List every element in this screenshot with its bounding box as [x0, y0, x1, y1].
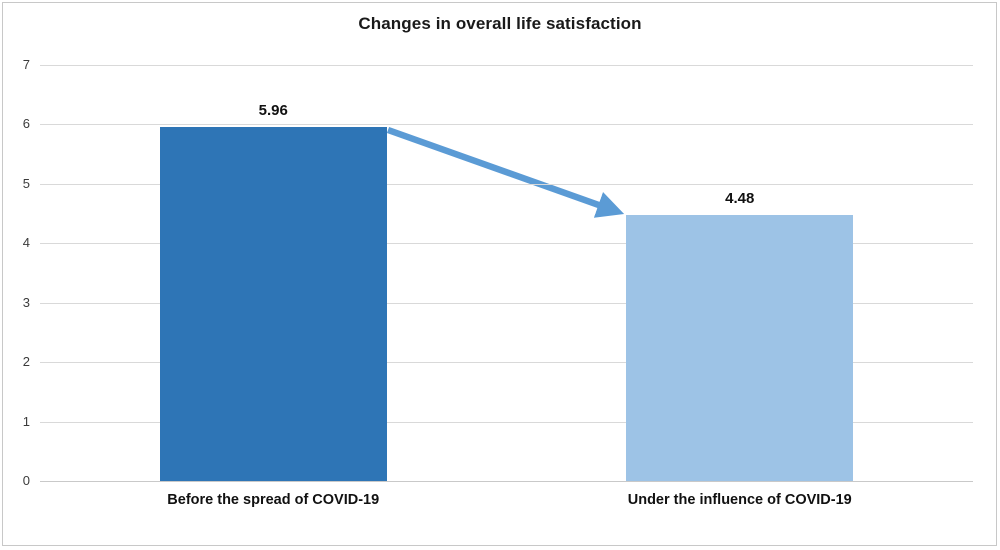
bar-value-label: 4.48: [725, 190, 755, 207]
chart-title: Changes in overall life satisfaction: [358, 14, 642, 33]
x-axis-line: [40, 481, 973, 482]
bar-value-label: 5.96: [258, 102, 288, 119]
gridline: [40, 362, 973, 363]
gridline: [40, 303, 973, 304]
bar: [160, 127, 387, 481]
y-axis-tick-label: 3: [22, 295, 30, 310]
y-axis-tick-label: 7: [22, 57, 30, 72]
gridline: [40, 124, 973, 125]
gridline: [40, 422, 973, 423]
y-axis-tick-label: 2: [22, 354, 30, 369]
bar: [626, 215, 853, 481]
y-axis-tick-label: 1: [22, 414, 30, 429]
gridline: [40, 184, 973, 185]
gridline: [40, 243, 973, 244]
x-axis-category-label: Under the influence of COVID-19: [627, 492, 852, 508]
y-axis-tick-label: 0: [22, 473, 30, 488]
x-axis-category-label: Before the spread of COVID-19: [167, 492, 380, 508]
y-axis-tick-label: 5: [22, 176, 30, 191]
gridline: [40, 65, 973, 66]
y-axis-tick-label: 6: [22, 116, 30, 131]
y-axis-tick-label: 4: [22, 235, 30, 250]
